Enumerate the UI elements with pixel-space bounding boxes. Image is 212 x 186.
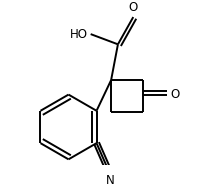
Text: O: O xyxy=(170,88,179,101)
Text: O: O xyxy=(129,1,138,14)
Text: N: N xyxy=(106,174,114,186)
Text: HO: HO xyxy=(70,28,88,41)
